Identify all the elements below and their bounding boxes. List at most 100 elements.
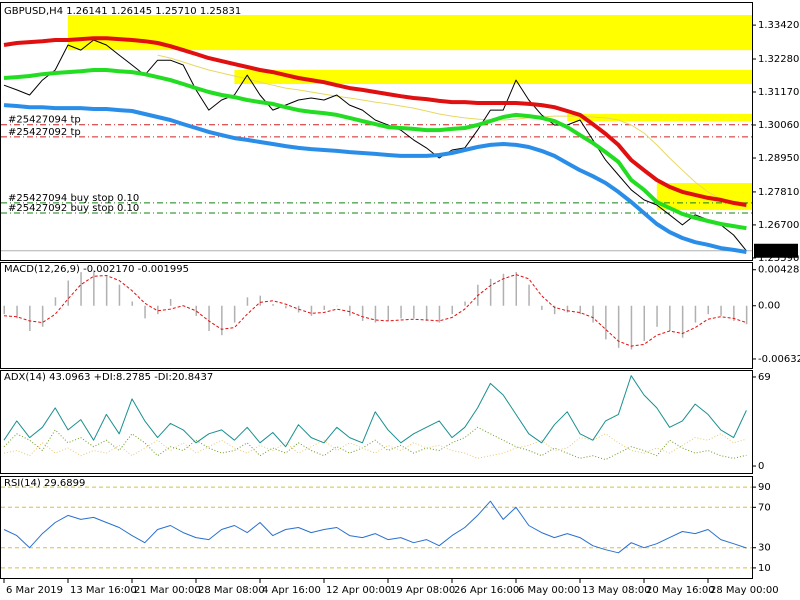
order-label: #25427094 tp bbox=[8, 115, 81, 126]
y-tick-label: 90 bbox=[758, 482, 771, 493]
histogram-bar bbox=[208, 305, 210, 331]
histogram-bar bbox=[502, 273, 505, 306]
series-line bbox=[3, 274, 747, 347]
y-tick-label: 0.004281 bbox=[758, 265, 800, 276]
plot-area bbox=[3, 375, 747, 461]
histogram-bar bbox=[566, 305, 569, 313]
series-line bbox=[3, 68, 747, 231]
histogram-bar bbox=[29, 305, 31, 331]
price-panel bbox=[0, 2, 753, 261]
histogram-bar bbox=[553, 305, 556, 315]
order-label: #25427092 tp bbox=[8, 127, 81, 138]
histogram-bar bbox=[515, 272, 517, 306]
histogram-bar bbox=[157, 305, 159, 315]
y-tick-label: 1.28950 bbox=[758, 153, 799, 164]
y-tick-label: 69 bbox=[758, 372, 771, 383]
x-tick-label: 6 May 00:00 bbox=[518, 585, 580, 596]
histogram-bar bbox=[246, 297, 249, 306]
histogram-bar bbox=[656, 305, 658, 327]
histogram-bar bbox=[374, 305, 377, 323]
series-line bbox=[3, 36, 747, 207]
x-tick-label: 4 Apr 16:00 bbox=[262, 585, 321, 596]
histogram-bar bbox=[528, 284, 530, 306]
histogram-bar bbox=[541, 305, 543, 310]
histogram-bar bbox=[489, 278, 492, 306]
histogram-bar bbox=[617, 305, 620, 348]
x-tick-label: 21 Mar 00:00 bbox=[134, 585, 201, 596]
adx-panel bbox=[0, 370, 753, 474]
histogram-bar bbox=[425, 305, 428, 321]
panel-title: ADX(14) 43.0963 +DI:8.2785 -DI:20.8437 bbox=[4, 372, 213, 383]
histogram-bar bbox=[3, 305, 5, 315]
histogram-bar bbox=[16, 305, 18, 319]
histogram-bar bbox=[451, 305, 453, 315]
histogram-bar bbox=[93, 270, 95, 306]
histogram-bar bbox=[630, 305, 633, 350]
zone bbox=[567, 114, 752, 122]
panel-title: GBPUSD,H4 1.26141 1.26145 1.25710 1.2583… bbox=[4, 6, 241, 17]
x-tick-label: 6 Mar 2019 bbox=[6, 585, 63, 596]
zone bbox=[234, 70, 752, 84]
histogram-bar bbox=[669, 305, 671, 331]
zone bbox=[68, 15, 752, 51]
histogram-bar bbox=[144, 305, 146, 319]
last-price-box bbox=[754, 243, 798, 258]
series-line bbox=[3, 375, 747, 448]
histogram-bar bbox=[169, 299, 172, 306]
y-tick-label: 1.30060 bbox=[758, 120, 799, 131]
order-label: #25427094 buy stop 0.10 bbox=[8, 193, 139, 204]
y-tick-label: 1.25590 bbox=[758, 253, 799, 264]
histogram-bar bbox=[54, 297, 57, 306]
x-tick-label: 20 May 16:00 bbox=[646, 585, 715, 596]
histogram-bar bbox=[720, 305, 722, 316]
histogram-bar bbox=[272, 304, 274, 306]
histogram-bar bbox=[643, 305, 645, 342]
histogram-bar bbox=[413, 305, 415, 319]
y-tick-label: 1.33420 bbox=[758, 20, 799, 31]
last-price-label: 1.25831 bbox=[757, 246, 798, 257]
y-tick-label: 70 bbox=[758, 502, 771, 513]
plot-area bbox=[1, 15, 752, 254]
macd-panel bbox=[0, 262, 753, 369]
series-line bbox=[157, 54, 747, 208]
histogram-bar bbox=[285, 305, 287, 309]
histogram-bar bbox=[592, 305, 594, 323]
histogram-bar bbox=[323, 305, 325, 310]
histogram-bar bbox=[221, 305, 223, 336]
rsi-panel bbox=[0, 476, 753, 579]
histogram-bar bbox=[80, 272, 82, 306]
x-tick-label: 28 Mar 08:00 bbox=[198, 585, 265, 596]
histogram-bar bbox=[387, 305, 389, 321]
histogram-bar bbox=[105, 276, 108, 306]
y-tick-label: 0 bbox=[758, 461, 764, 472]
x-tick-label: 28 May 00:00 bbox=[710, 585, 779, 596]
panel-title: RSI(14) 29.6899 bbox=[4, 478, 85, 489]
histogram-bar bbox=[605, 305, 607, 340]
histogram-bar bbox=[733, 305, 735, 321]
series-line bbox=[3, 103, 747, 254]
histogram-bar bbox=[438, 305, 441, 323]
histogram-bar bbox=[336, 305, 338, 307]
histogram-bar bbox=[579, 305, 581, 315]
plot-area bbox=[3, 270, 748, 350]
series-line bbox=[3, 500, 747, 554]
histogram-bar bbox=[310, 305, 313, 316]
histogram-bar bbox=[707, 305, 709, 315]
x-tick-label: 26 Apr 16:00 bbox=[454, 585, 519, 596]
histogram-bar bbox=[349, 305, 351, 316]
histogram-bar bbox=[400, 305, 402, 319]
x-tick-label: 13 Mar 16:00 bbox=[70, 585, 137, 596]
y-tick-label: 1.32280 bbox=[758, 54, 799, 65]
histogram-bar bbox=[195, 305, 197, 316]
histogram-bar bbox=[131, 301, 133, 306]
series-line bbox=[3, 39, 747, 252]
histogram-bar bbox=[41, 305, 44, 327]
series-line bbox=[3, 426, 747, 461]
y-tick-label: 30 bbox=[758, 543, 771, 554]
histogram-bar bbox=[67, 280, 69, 306]
histogram-bar bbox=[361, 305, 364, 321]
order-label: #25427092 buy stop 0.10 bbox=[8, 203, 139, 214]
